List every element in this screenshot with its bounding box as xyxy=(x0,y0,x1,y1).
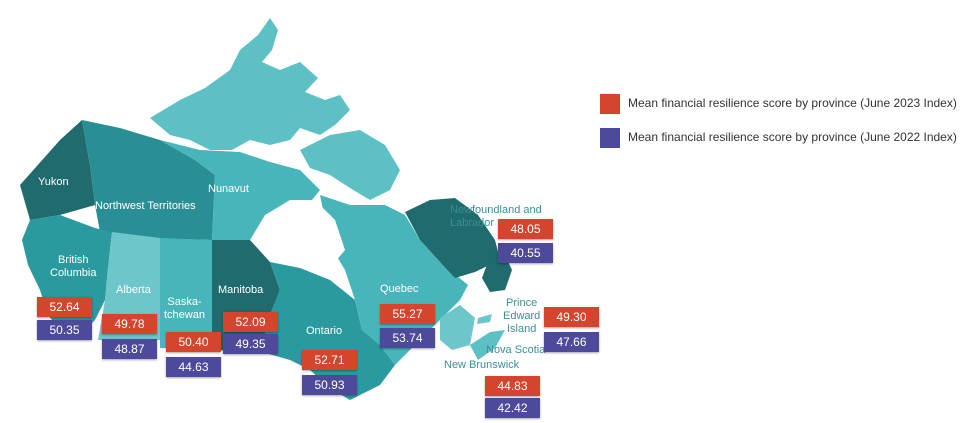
region-alberta xyxy=(98,232,160,340)
score-manitoba-2023: 52.09 xyxy=(223,312,278,332)
label-yukon: Yukon xyxy=(38,176,69,188)
legend-swatch-2022 xyxy=(600,128,620,148)
label-quebec: Quebec xyxy=(380,283,419,295)
score-sask-2023: 50.40 xyxy=(166,332,221,352)
label-ontario: Ontario xyxy=(306,325,343,337)
region-ontario xyxy=(262,262,395,400)
score-manitoba-2022: 49.35 xyxy=(223,334,278,354)
arctic-islands xyxy=(150,18,350,150)
region-ns xyxy=(470,330,505,360)
label-ns: Nova Scotia xyxy=(486,344,546,356)
score-alberta-2023: 49.78 xyxy=(102,314,157,334)
label-nb: New Brunswick xyxy=(444,359,520,371)
region-newfoundland-island xyxy=(482,255,512,292)
hudson-bay xyxy=(250,200,345,268)
label-manitoba: Manitoba xyxy=(218,284,264,296)
label-sask: Saska- tchewan xyxy=(164,296,205,321)
label-nwt: Northwest Territories xyxy=(95,200,196,212)
legend-label-2022: Mean financial resilience score by provi… xyxy=(628,130,957,144)
region-sask xyxy=(160,238,212,350)
label-nl: Newfoundland and Labrador xyxy=(450,204,542,229)
score-quebec-2023: 55.27 xyxy=(380,304,435,324)
score-pei-2023: 49.30 xyxy=(544,307,599,327)
label-bc: British Columbia xyxy=(50,254,97,279)
score-alberta-2022: 48.87 xyxy=(102,339,157,359)
score-bc-2022: 50.35 xyxy=(37,320,92,340)
region-nl xyxy=(405,198,500,278)
score-nb-2022: 42.42 xyxy=(485,398,540,418)
label-pei: Prince Edward Island xyxy=(503,297,541,335)
baffin-island xyxy=(300,130,400,200)
score-quebec-2022: 53.74 xyxy=(380,328,435,348)
score-nl-2023: 48.05 xyxy=(498,219,553,239)
score-ontario-2023: 52.71 xyxy=(302,350,357,370)
label-alberta: Alberta xyxy=(116,284,151,296)
score-pei-2022: 47.66 xyxy=(544,332,599,352)
score-ontario-2022: 50.93 xyxy=(302,375,357,395)
legend-label-2023: Mean financial resilience score by provi… xyxy=(628,96,957,110)
score-sask-2022: 44.63 xyxy=(166,357,221,377)
legend-swatch-2023 xyxy=(600,94,620,114)
score-nb-2023: 44.83 xyxy=(485,376,540,396)
label-nunavut: Nunavut xyxy=(208,183,249,195)
score-nl-2022: 40.55 xyxy=(498,243,553,263)
score-bc-2023: 52.64 xyxy=(37,297,92,317)
region-pei xyxy=(477,314,492,324)
region-nwt xyxy=(82,120,215,240)
region-nb xyxy=(440,305,475,350)
region-yukon xyxy=(20,120,95,220)
